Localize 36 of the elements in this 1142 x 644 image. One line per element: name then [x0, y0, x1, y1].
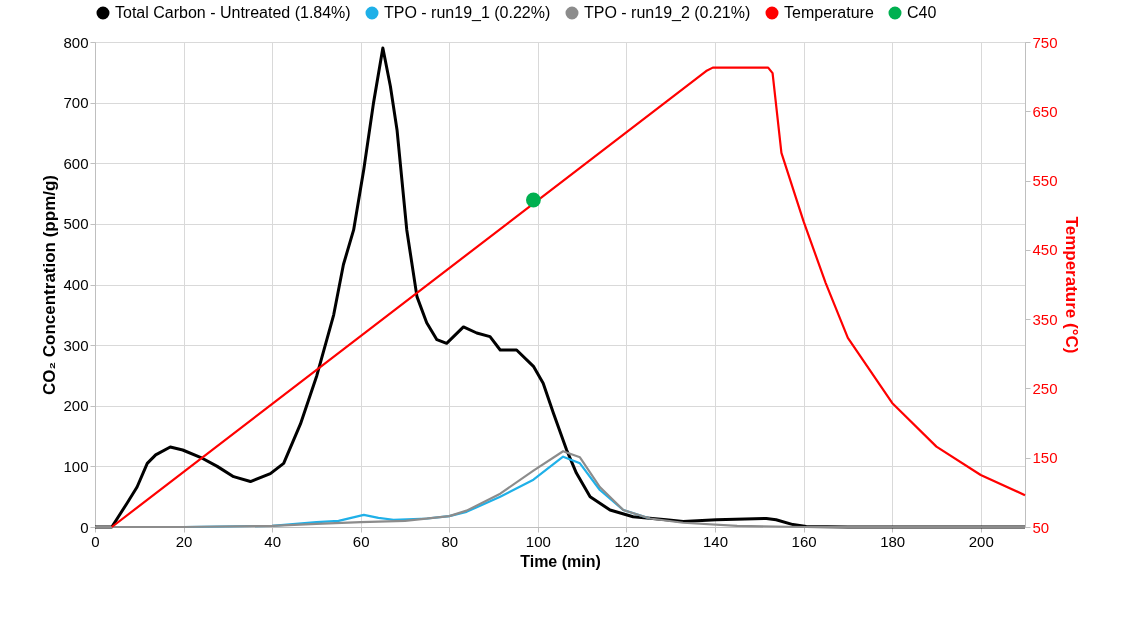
- y-tick-label: 0: [80, 518, 89, 536]
- x-tick-label: 100: [525, 532, 551, 550]
- x-tick-label: 60: [352, 532, 370, 550]
- y-tick-label: 500: [63, 215, 89, 233]
- y-tick-label: 400: [63, 276, 89, 293]
- legend-label: Total Carbon - Untreated (1.84%): [115, 4, 351, 21]
- x-tick-label: 80: [441, 532, 459, 550]
- x-axis-title: Time (min): [520, 552, 601, 570]
- legend-label: C40: [907, 4, 937, 21]
- x-tick-label: 120: [614, 532, 640, 550]
- x-tick-label: 140: [702, 532, 729, 550]
- x-tick-label: 20: [175, 532, 193, 550]
- y2-tick-label: 650: [1032, 102, 1058, 120]
- y-tick-label: 700: [63, 94, 89, 112]
- y2-tick-label: 550: [1032, 172, 1058, 190]
- legend-label: TPO - run19_1 (0.22%): [384, 4, 551, 22]
- x-tick-label: 200: [968, 532, 994, 550]
- y-tick-label: 300: [63, 336, 89, 354]
- y2-tick-label: 350: [1032, 310, 1058, 328]
- x-tick-label: 180: [880, 532, 906, 550]
- y2-tick-label: 750: [1032, 33, 1058, 51]
- y-tick-label: 200: [63, 397, 89, 415]
- y-tick-label: 800: [63, 33, 89, 51]
- legend-label: Temperature: [784, 4, 874, 21]
- y-tick-label: 100: [63, 457, 89, 475]
- x-tick-label: 0: [91, 532, 100, 550]
- y-axis-title: CO₂ Concentration (ppm/g): [40, 174, 60, 396]
- y2-tick-label: 450: [1032, 241, 1058, 259]
- y-tick-label: 600: [63, 154, 89, 172]
- y2-axis-title: Temperature (°C): [1061, 216, 1081, 354]
- x-tick-label: 40: [264, 532, 281, 550]
- y2-tick-label: 250: [1032, 379, 1058, 397]
- y2-tick-label: 50: [1032, 518, 1050, 536]
- x-tick-label: 160: [791, 532, 817, 550]
- y2-tick-label: 150: [1032, 449, 1058, 467]
- legend-label: TPO - run19_2 (0.21%): [584, 4, 751, 22]
